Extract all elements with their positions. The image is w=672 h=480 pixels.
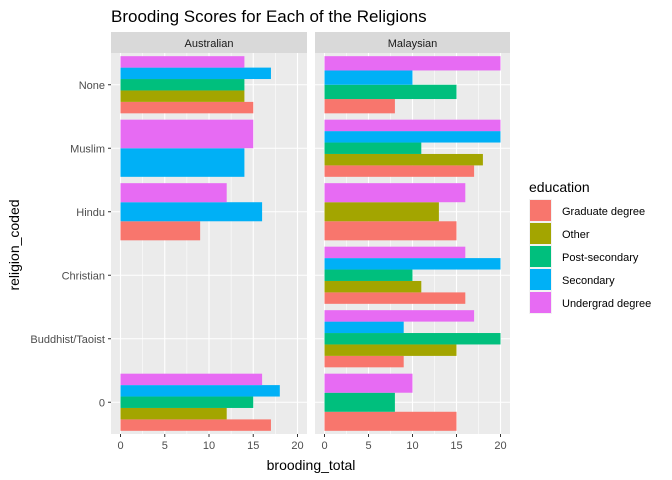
y-tick-label: 0 [99,397,105,409]
bar [120,67,271,80]
bar [324,202,439,222]
bar [324,258,501,270]
x-tick-label: 0 [117,440,123,452]
legend-swatch [530,269,551,290]
bar [324,411,457,431]
legend-label: Post-secondary [562,252,639,264]
chart-title: Brooding Scores for Each of the Religion… [111,7,427,26]
bar [324,153,483,166]
y-tick-label: None [79,80,105,92]
bar [324,142,422,154]
legend-label: Graduate degree [562,206,645,218]
bar [120,148,245,177]
y-tick-label: Hindu [76,207,105,219]
legend-swatch [530,200,551,221]
bar [120,202,263,222]
bar [324,344,457,356]
bar [324,99,395,114]
bar [120,183,227,203]
bar [324,333,501,345]
bar [324,292,466,304]
facet-panels: Australian 0 5 10 15 20 Malaysian 0 5 10 15 20 [111,32,510,452]
facet-strip [315,32,510,53]
legend-swatch [530,292,551,313]
facet-strip [111,32,307,53]
bar [120,419,271,431]
bar [324,84,457,100]
x-tick-label: 20 [291,440,303,452]
x-tick-label: 5 [162,440,168,452]
x-tick-label: 0 [321,440,327,452]
y-tick-label: Christian [62,270,105,282]
bar [324,355,404,368]
bar [120,56,245,68]
legend: education Graduate degree Other Post-second… [529,179,651,314]
bar [324,221,457,241]
x-tick-label: 5 [365,440,371,452]
bar [324,183,466,203]
bar [120,101,254,114]
x-tick-label: 10 [406,440,418,452]
y-tick-label: Buddhist/Taoist [30,334,105,346]
bar [324,280,422,293]
facet-strip-label: Malaysian [388,38,438,50]
x-tick-label: 15 [247,440,259,452]
bar [324,119,501,132]
x-axis-title: brooding_total [267,457,356,473]
bar [324,392,395,412]
y-axis-ticks: None Muslim Hindu Christian Buddhist/Taoist 0 [30,80,111,409]
bar [120,79,245,91]
bar [120,385,280,397]
legend-swatch [530,246,551,267]
bar [120,221,201,241]
facet-strip-label: Australian [185,38,234,50]
bar [120,407,227,420]
x-tick-label: 10 [203,440,215,452]
bar [324,131,501,143]
bar [120,90,245,102]
bar [120,119,254,149]
legend-swatch [530,223,551,244]
legend-label: Other [562,229,590,241]
bar [324,269,413,281]
bar [120,396,254,408]
legend-label: Undergrad degree [562,298,651,310]
y-axis-title: religion_coded [6,199,22,290]
bar [120,373,263,386]
bar [324,373,413,393]
x-tick-label: 20 [494,440,506,452]
bar [324,246,466,259]
facet-panel: Malaysian 0 5 10 15 20 [315,32,510,452]
bar [324,56,501,71]
y-tick-label: Muslim [70,143,105,155]
bar [324,165,475,177]
x-tick-label: 15 [450,440,462,452]
bar [324,310,475,322]
facet-panel: Australian 0 5 10 15 20 [111,32,307,452]
bar [324,70,413,85]
legend-title: education [529,179,590,195]
legend-label: Secondary [562,275,615,287]
bar [324,321,404,334]
